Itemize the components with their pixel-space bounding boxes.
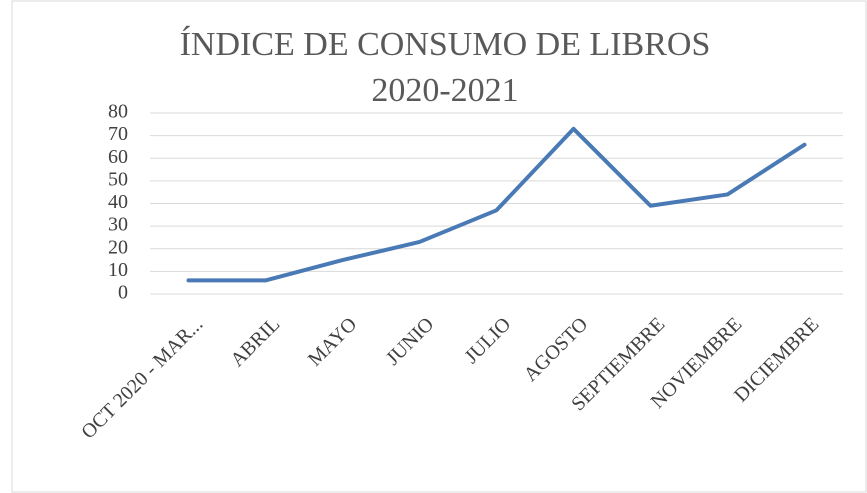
- line-series: [186, 126, 807, 283]
- y-tick-label: 80: [108, 101, 128, 123]
- y-tick-label: 50: [108, 168, 128, 190]
- y-tick-label: 10: [108, 259, 128, 281]
- y-tick-label: 20: [108, 236, 128, 258]
- y-tick-label: 70: [108, 123, 128, 145]
- y-tick-label: 60: [108, 146, 128, 168]
- y-tick-label: 30: [108, 214, 128, 236]
- x-tick-label: JUNIO: [382, 313, 438, 369]
- y-tick-label: 0: [118, 282, 128, 304]
- x-tick-label: MAYO: [304, 313, 361, 370]
- x-tick-label: AGOSTO: [520, 313, 593, 386]
- chart-title: ÍNDICE DE CONSUMO DE LIBROS 2020-2021: [179, 26, 711, 109]
- y-tick-label: 40: [108, 191, 128, 213]
- frame: [11, 0, 867, 493]
- x-tick-label: ABRIL: [226, 313, 284, 371]
- x-tick-label: OCT 2020 - MAR...: [77, 313, 207, 443]
- x-tick-label: JULIO: [460, 313, 515, 368]
